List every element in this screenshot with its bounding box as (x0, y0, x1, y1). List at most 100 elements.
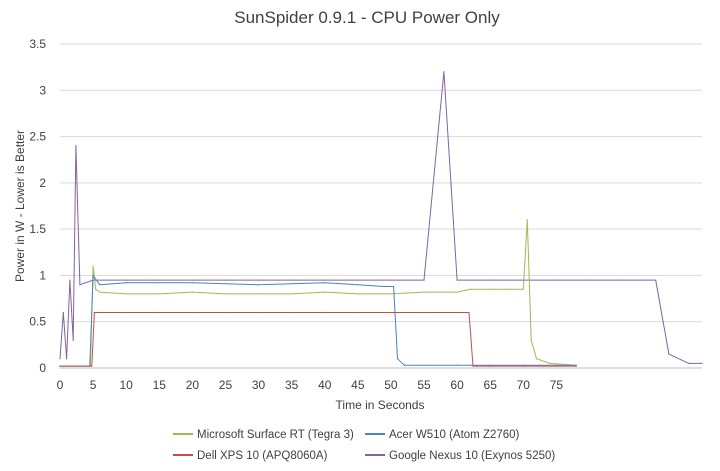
series-point (575, 365, 577, 367)
series-point (555, 279, 558, 281)
series-point (526, 219, 528, 221)
series-point (390, 293, 392, 295)
series-point (549, 362, 551, 364)
series-point (456, 364, 458, 366)
series-point (92, 274, 94, 276)
y-tick-label: 1 (39, 268, 46, 282)
y-tick-label: 2 (39, 176, 46, 190)
series-point (324, 291, 326, 293)
series-point (357, 279, 359, 281)
series-point (509, 288, 511, 290)
series-point (489, 288, 491, 290)
series-point (641, 279, 644, 281)
series-point (443, 71, 445, 73)
legend-label: Acer W510 (Atom Z2760) (389, 429, 520, 441)
legend-label: Dell XPS 10 (APQ8060A) (197, 450, 328, 462)
series-point (91, 365, 93, 367)
y-tick-label: 0 (39, 361, 46, 375)
x-tick-label: 75 (550, 378, 564, 392)
series-point (575, 364, 577, 366)
series-point (258, 311, 260, 314)
series-point (324, 282, 326, 284)
series-point (66, 358, 68, 360)
x-tick-label: 15 (153, 378, 167, 392)
series-point (191, 311, 193, 314)
series-point (423, 291, 425, 293)
series-point (75, 145, 77, 147)
series-point (403, 364, 405, 366)
series-line (60, 312, 577, 367)
series-point (530, 339, 532, 341)
series-line (60, 274, 577, 367)
series-point (59, 358, 61, 360)
series-point (357, 284, 359, 286)
x-tick-label: 35 (285, 378, 299, 392)
series-point (99, 291, 101, 293)
series-point (69, 279, 71, 281)
y-axis-label: Power in W - Lower is Better (13, 130, 27, 282)
y-tick-label: 3 (39, 83, 46, 97)
series-point (472, 365, 474, 367)
series-point (258, 293, 260, 295)
tick-labels: 0 0.5 1 1.5 2 2.5 3 3.5 0 5 10 15 20 25 30 35 40 45 50 55 60… (29, 37, 563, 392)
series-point (93, 311, 95, 314)
series-point (99, 311, 101, 314)
series-point (555, 365, 558, 367)
series-point (291, 279, 293, 281)
series-point (158, 311, 160, 314)
series-point (396, 358, 399, 360)
series-point (423, 311, 425, 314)
series-point (158, 279, 160, 281)
series-point (476, 365, 478, 367)
series-point (383, 285, 385, 288)
series-point (489, 279, 491, 281)
series-point (357, 311, 359, 314)
series-point (291, 293, 293, 295)
series-point (456, 311, 458, 314)
x-axis-label: Time in Seconds (336, 398, 425, 412)
series-point (95, 288, 97, 290)
series-point (668, 353, 670, 355)
x-tick-label: 45 (351, 378, 365, 392)
series-point (535, 358, 538, 360)
chart-title: SunSpider 0.9.1 - CPU Power Only (234, 8, 500, 27)
series-point (555, 364, 558, 366)
series-point (489, 364, 491, 366)
series-point (291, 311, 293, 314)
series-point (423, 364, 425, 366)
x-tick-label: 20 (186, 378, 200, 392)
series-point (99, 284, 101, 286)
series-point (456, 279, 458, 281)
series-point (258, 284, 260, 286)
series-point (191, 282, 193, 284)
legend-label: Google Nexus 10 (Exynos 5250) (389, 450, 555, 462)
series-point (258, 279, 260, 281)
series-point (469, 288, 471, 290)
x-tick-label: 40 (318, 378, 332, 392)
legend: Microsoft Surface RT (Tegra 3) Acer W510 … (173, 429, 555, 462)
series-point (522, 288, 524, 290)
series-point (357, 293, 359, 295)
series-point (125, 282, 127, 284)
series-point (688, 362, 690, 364)
series-point (468, 311, 470, 314)
series-point (588, 279, 591, 281)
x-tick-label: 50 (384, 378, 398, 392)
series-point (522, 364, 524, 366)
series-point (701, 362, 703, 364)
series-point (655, 279, 657, 281)
series-line (60, 219, 577, 367)
series-point (390, 279, 392, 281)
series-point (158, 293, 160, 295)
y-tick-label: 1.5 (29, 222, 46, 236)
series-point (125, 279, 127, 281)
series-point (92, 265, 94, 267)
y-tick-label: 0.5 (29, 315, 46, 329)
series-point (522, 365, 524, 367)
x-tick-label: 0 (57, 378, 64, 392)
series-point (224, 279, 227, 281)
series-point (390, 311, 392, 314)
series-point (125, 293, 127, 295)
legend-label: Microsoft Surface RT (Tegra 3) (197, 429, 354, 441)
